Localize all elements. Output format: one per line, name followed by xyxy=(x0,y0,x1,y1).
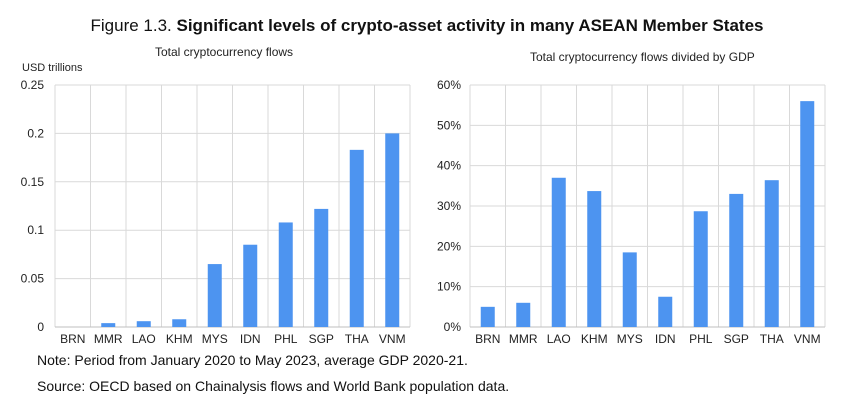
right-bar-tha xyxy=(764,180,779,327)
right-bar-lao xyxy=(551,177,566,327)
right-x-tick-label: PHL xyxy=(689,332,713,346)
left-chart-title: Total cryptocurrency flows xyxy=(155,45,294,59)
note-source: Source: OECD based on Chainalysis flows … xyxy=(37,378,510,394)
left-bar-lao xyxy=(136,321,151,327)
left-bar-idn xyxy=(243,244,258,327)
left-x-tick-label: VNM xyxy=(379,332,406,346)
left-x-tick-label: LAO xyxy=(132,332,156,346)
left-bar-mmr xyxy=(101,323,116,327)
right-bar-brn xyxy=(480,306,495,327)
right-y-tick-label: 0% xyxy=(444,320,462,334)
left-y-tick-label: 0.1 xyxy=(27,223,44,237)
charts-canvas: 0 0.05 0.1 0.15 0.2 0.25 BRN MMR LAO KHM MYS IDN PHL… xyxy=(21,78,826,346)
right-x-tick-label: THA xyxy=(760,332,784,346)
left-x-tick-label: THA xyxy=(345,332,369,346)
left-bar-sgp xyxy=(314,208,329,327)
right-x-tick-label: KHM xyxy=(581,332,608,346)
right-y-tick-label: 10% xyxy=(437,280,461,294)
right-bar-khm xyxy=(587,191,602,327)
left-x-tick-label: PHL xyxy=(274,332,298,346)
right-x-tick-label: BRN xyxy=(475,332,500,346)
left-bar-tha xyxy=(349,149,364,327)
figure-prefix: Figure 1.3. xyxy=(90,16,177,35)
left-y-tick-label: 0.15 xyxy=(21,175,45,189)
figure-title-text: Significant levels of crypto-asset activ… xyxy=(176,16,764,35)
right-x-tick-label: LAO xyxy=(547,332,571,346)
left-y-tick-label: 0.05 xyxy=(21,272,45,286)
right-x-tick-label: SGP xyxy=(724,332,749,346)
left-chart: 0 0.05 0.1 0.15 0.2 0.25 BRN MMR LAO KHM MYS IDN PHL… xyxy=(21,78,411,346)
right-x-tick-label: MYS xyxy=(617,332,643,346)
right-bar-mmr xyxy=(516,302,531,327)
left-y-tick-label: 0 xyxy=(37,320,44,334)
right-y-tick-label: 20% xyxy=(437,239,461,253)
right-bar-vnm xyxy=(800,101,815,327)
right-bar-idn xyxy=(658,296,673,327)
left-x-tick-label: SGP xyxy=(309,332,334,346)
left-bar-vnm xyxy=(385,133,400,327)
right-y-tick-label: 60% xyxy=(437,78,461,92)
right-y-tick-label: 50% xyxy=(437,118,461,132)
left-x-tick-label: KHM xyxy=(166,332,193,346)
right-chart-title: Total cryptocurrency flows divided by GD… xyxy=(530,50,755,64)
left-x-tick-label: IDN xyxy=(240,332,261,346)
left-x-tick-label: BRN xyxy=(60,332,85,346)
left-bar-khm xyxy=(172,319,187,327)
right-x-tick-label: VNM xyxy=(794,332,821,346)
left-bar-mys xyxy=(207,264,222,327)
right-bar-mys xyxy=(622,252,637,327)
figure-title: Figure 1.3. Significant levels of crypto… xyxy=(0,16,854,36)
left-x-tick-label: MYS xyxy=(202,332,228,346)
left-x-tick-label: MMR xyxy=(94,332,123,346)
note-period: Note: Period from January 2020 to May 20… xyxy=(37,352,468,368)
right-bar-sgp xyxy=(729,193,744,327)
left-y-tick-label: 0.25 xyxy=(21,78,45,92)
left-y-axis-label: USD trillions xyxy=(22,62,83,74)
right-y-tick-label: 30% xyxy=(437,199,461,213)
left-y-tick-label: 0.2 xyxy=(27,126,44,140)
right-chart: 0% 10% 20% 30% 40% 50% 60% BRN MMR LAO KHM MYS IDN PH… xyxy=(437,78,826,346)
right-x-tick-label: MMR xyxy=(509,332,538,346)
right-bar-phl xyxy=(693,211,708,327)
right-x-tick-label: IDN xyxy=(655,332,676,346)
left-bar-phl xyxy=(278,222,293,327)
right-y-tick-label: 40% xyxy=(437,159,461,173)
